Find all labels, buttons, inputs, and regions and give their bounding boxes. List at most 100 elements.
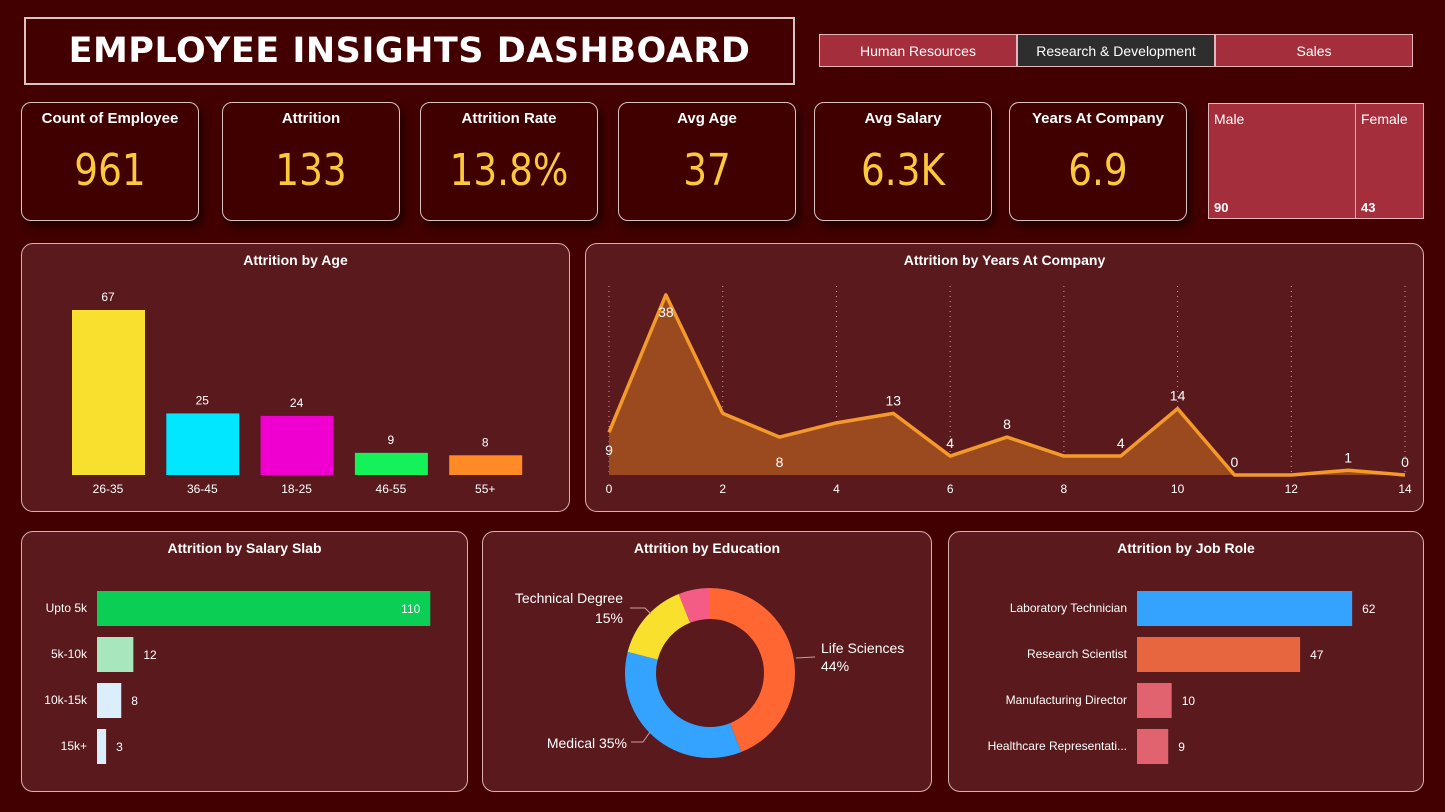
bar [97,729,107,764]
kpi-count-of-employee: Count of Employee 961 [21,102,199,221]
data-label: 3 [116,740,123,754]
age-data-label: 8 [482,435,489,449]
bar [97,637,134,672]
kpi-attrition: Attrition 133 [222,102,400,221]
gender-label: Female [1361,111,1408,127]
slice-pct: 15% [595,610,623,626]
age-axis-label: 26-35 [93,482,124,496]
kpi-label: Attrition Rate [461,110,557,127]
data-label: 8 [131,694,138,708]
data-label: 0 [1231,454,1239,470]
chart-title: Attrition by Salary Slab [167,540,322,556]
age-bar [449,455,523,475]
x-axis-tick: 14 [1398,482,1412,496]
data-label: 62 [1362,602,1376,616]
bar [1137,683,1172,718]
data-label: 8 [776,454,784,470]
age-data-label: 67 [101,290,115,304]
education-donut-chart: Life Sciences 44% Medical 35% Technical Deg… [515,588,904,758]
slice-pct: 44% [821,658,849,674]
category-label: 10k-15k [44,693,88,707]
x-axis-tick: 0 [606,482,613,496]
category-label: 15k+ [61,739,87,753]
slice-label: Technical Degree [515,590,623,606]
x-axis-tick: 12 [1285,482,1299,496]
x-axis-tick: 6 [947,482,954,496]
kpi-label: Years At Company [1032,110,1164,127]
slice-label: Life Sciences [821,640,904,656]
data-label: 38 [658,304,674,320]
donut-slice [678,588,710,623]
age-bar [166,413,240,475]
data-label: 10 [1182,694,1196,708]
kpi-value: 13.8% [449,145,569,196]
years-chart-panel: Attrition by Years At Company 0 2 4 6 8 10 12 14… [585,243,1424,512]
category-label: 5k-10k [51,647,88,661]
gender-count: 43 [1361,200,1376,215]
age-bar [260,415,334,475]
data-label: 4 [946,435,954,451]
gender-count: 90 [1214,200,1229,215]
gender-label: Male [1214,111,1245,127]
gender-treemap: Male 90 Female 43 [1208,103,1424,219]
kpi-avg-age: Avg Age 37 [618,102,796,221]
kpi-value: 133 [275,145,347,196]
kpi-attrition-rate: Attrition Rate 13.8% [420,102,598,221]
tab-sales[interactable]: Sales [1215,34,1413,67]
chart-title: Attrition by Job Role [1117,540,1255,556]
jobrole-bar-chart: Laboratory Technician 62 Research Scientis… [988,591,1376,764]
age-bar [72,310,145,475]
age-data-label: 9 [388,433,395,447]
age-axis-label: 55+ [475,482,495,496]
data-label: 13 [886,392,902,408]
age-data-label: 24 [290,396,304,410]
department-slicer: Human Resources Research & Development S… [819,34,1413,67]
donut-slice [627,593,691,660]
chart-title: Attrition by Years At Company [903,252,1106,268]
kpi-value: 37 [683,145,731,196]
x-axis-tick: 2 [719,482,726,496]
data-label: 8 [1003,416,1011,432]
x-axis-tick: 10 [1171,482,1185,496]
age-chart-panel: Attrition by Age 67 26-35 25 36-45 24 18-25 9 46… [21,243,570,512]
donut-slice [625,651,742,758]
bar [1137,591,1353,626]
data-label: 12 [143,648,157,662]
age-axis-label: 46-55 [376,482,407,496]
dashboard-title: EMPLOYEE INSIGHTS DASHBOARD [68,31,751,71]
data-label: 110 [401,602,420,616]
category-label: Healthcare Representati... [988,739,1127,753]
category-label: Manufacturing Director [1006,693,1127,707]
data-label: 14 [1170,388,1186,404]
jobrole-chart-panel: Attrition by Job Role Laboratory Technici… [948,531,1424,792]
kpi-value: 6.9 [1068,145,1128,196]
data-label: 4 [1117,435,1125,451]
category-label: Upto 5k [46,601,88,615]
data-label: 1 [1344,449,1352,465]
data-label: 9 [1178,740,1185,754]
age-data-label: 25 [196,393,210,407]
salary-chart-panel: Attrition by Salary Slab Upto 5k 110 5k-10k… [21,531,468,792]
slice-label: Medical 35% [547,735,627,751]
gender-tile-male[interactable]: Male 90 [1209,104,1356,218]
category-label: Research Scientist [1027,647,1128,661]
kpi-label: Avg Age [677,110,737,127]
age-bar [354,452,428,475]
salary-bar-chart: Upto 5k 110 5k-10k 12 10k-15k 8 15k+ 3 [44,591,431,764]
x-axis-tick: 8 [1061,482,1068,496]
tab-human-resources[interactable]: Human Resources [819,34,1017,67]
category-label: Laboratory Technician [1010,601,1127,615]
data-label: 0 [1401,454,1409,470]
data-label: 9 [605,442,613,458]
x-axis-tick: 4 [833,482,840,496]
age-bar-chart: 67 26-35 25 36-45 24 18-25 9 46-55 8 55+ [72,290,523,496]
tab-research-development[interactable]: Research & Development [1017,34,1215,67]
area-fill [609,294,1406,475]
gender-tile-female[interactable]: Female 43 [1356,104,1423,218]
kpi-label: Attrition [281,110,341,127]
leader-line [630,607,652,615]
kpi-label: Count of Employee [41,110,179,127]
age-axis-label: 18-25 [281,482,312,496]
data-label: 47 [1310,648,1324,662]
kpi-years-at-company: Years At Company 6.9 [1009,102,1187,221]
